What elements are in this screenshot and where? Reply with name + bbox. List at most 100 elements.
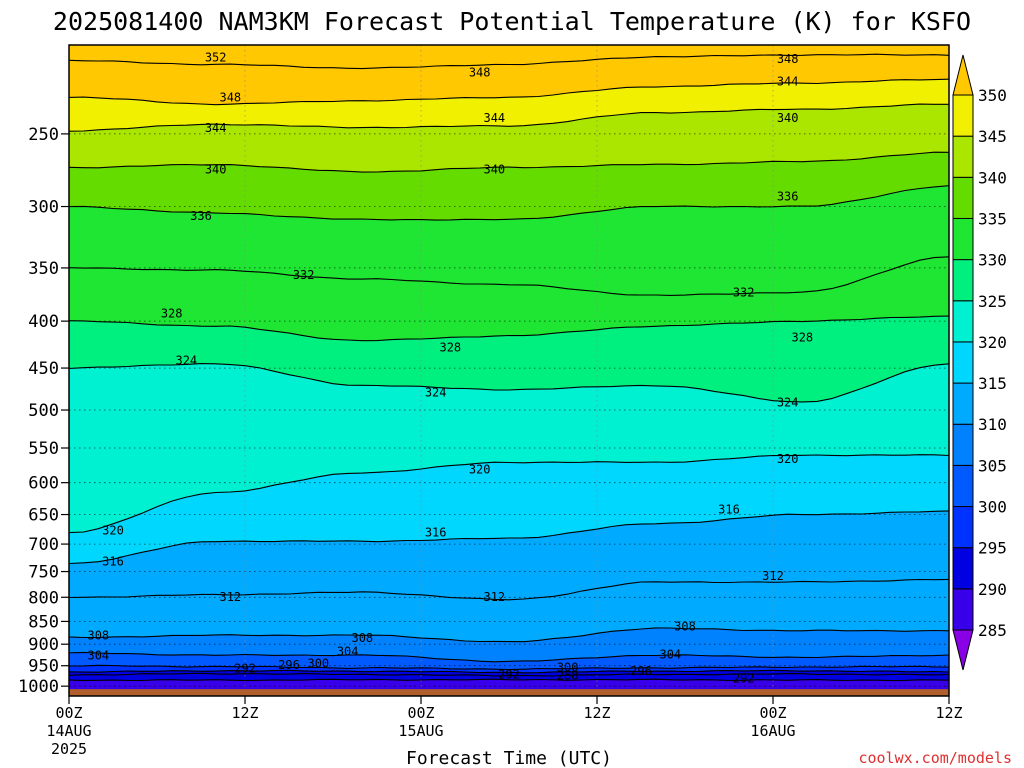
credit-text: coolwx.com/models: [858, 749, 1012, 767]
colorbar-bottom-extension: [952, 629, 974, 671]
contour-label-288: 288: [557, 668, 579, 682]
contour-324: [68, 363, 950, 403]
y-tick-label-750: 750: [28, 563, 59, 583]
contour-label-308: 308: [87, 629, 109, 643]
y-tick-label-950: 950: [28, 657, 59, 677]
contour-label-text: 336: [777, 189, 799, 203]
x-axis-label: Forecast Time (UTC): [406, 748, 612, 768]
contour-label-text: 336: [190, 209, 212, 223]
colorbar-label-305: 305: [978, 456, 1007, 475]
x-tick-year-h0: 2025: [51, 740, 87, 758]
x-tick-label-h60: 12Z: [935, 704, 962, 722]
y-tick-label-500: 500: [28, 401, 59, 421]
contour-label-text: 292: [234, 662, 256, 676]
contour-label-328: 328: [439, 341, 461, 355]
contour-label-328: 328: [791, 330, 813, 344]
contour-288: [68, 678, 950, 682]
contour-label-292: 292: [234, 662, 256, 676]
contour-344: [68, 103, 949, 132]
contour-label-text: 348: [777, 52, 799, 66]
x-tick-label-h36: 12Z: [583, 704, 610, 722]
contour-label-text: 340: [777, 111, 799, 125]
colorbar-label-310: 310: [978, 415, 1007, 434]
contour-label-text: 316: [102, 554, 124, 568]
y-tick-label-300: 300: [28, 198, 59, 218]
y-tick-label-550: 550: [28, 439, 59, 459]
contour-label-300: 300: [557, 660, 579, 674]
contour-label-text: 288: [557, 668, 579, 682]
contour-label-324: 324: [777, 395, 799, 409]
contour-label-324: 324: [425, 386, 447, 400]
contour-label-312: 312: [762, 569, 784, 583]
contour-label-316: 316: [425, 525, 447, 539]
contour-label-336: 336: [777, 189, 799, 203]
colorbar-label-315: 315: [978, 374, 1007, 393]
contour-label-text: 344: [205, 121, 227, 135]
contour-label-312: 312: [483, 590, 505, 604]
colorbar-label-345: 345: [978, 127, 1007, 146]
x-tick-label-h24: 00Z: [407, 704, 434, 722]
y-tick-label-900: 900: [28, 635, 59, 655]
contour-label-text: 292: [733, 672, 755, 686]
plot-fill-bands: [69, 45, 949, 697]
contour-lines: [68, 53, 950, 682]
contour-label-292: 292: [733, 672, 755, 686]
contour-label-304: 304: [337, 644, 359, 658]
contour-label-352: 352: [205, 50, 227, 64]
contour-label-296: 296: [630, 664, 652, 678]
contour-label-340: 340: [205, 162, 227, 176]
contour-label-340: 340: [777, 111, 799, 125]
contour-label-344: 344: [205, 121, 227, 135]
contour-label-text: 320: [777, 452, 799, 466]
colorbar-label-335: 335: [978, 209, 1007, 228]
contour-label-348: 348: [777, 52, 799, 66]
contour-label-340: 340: [483, 162, 505, 176]
contour-292: [68, 672, 950, 677]
contour-label-text: 316: [718, 502, 740, 516]
contour-336: [68, 185, 950, 221]
contour-label-text: 304: [337, 644, 359, 658]
colorbar-segment-300: [952, 464, 974, 508]
contour-352: [68, 53, 950, 70]
contour-label-text: 344: [777, 75, 799, 89]
contour-label-text: 300: [307, 657, 329, 671]
colorbar-label-340: 340: [978, 168, 1007, 187]
contour-label-text: 312: [483, 590, 505, 604]
contour-label-332: 332: [733, 286, 755, 300]
contour-label-text: 296: [278, 658, 300, 672]
plot-frame: [68, 44, 950, 697]
contour-labels: 352 348 348 348 344 344 344 340 340 340 336 336 332 3…: [87, 50, 813, 686]
contour-312: [68, 578, 950, 601]
y-tick-label-350: 350: [28, 259, 59, 279]
contour-label-text: 292: [498, 668, 520, 682]
contour-label-348: 348: [219, 91, 241, 105]
contour-label-300: 300: [307, 657, 329, 671]
contour-340: [68, 151, 950, 173]
chart-title: 2025081400 NAM3KM Forecast Potential Tem…: [53, 7, 971, 36]
colorbar-segment-325: [952, 259, 974, 302]
contour-label-text: 324: [777, 395, 799, 409]
colorbar-segment-340: [952, 135, 974, 178]
contour-348: [68, 78, 950, 106]
contour-332: [68, 256, 950, 296]
colorbar-segment-320: [952, 300, 974, 343]
contour-label-308: 308: [351, 631, 373, 645]
contour-label-text: 328: [791, 330, 813, 344]
x-tick-date-h48: 16AUG: [750, 722, 795, 740]
colorbar-label-350: 350: [978, 86, 1007, 105]
contour-label-text: 300: [557, 660, 579, 674]
contour-label-text: 324: [425, 386, 447, 400]
y-tick-label-700: 700: [28, 535, 59, 555]
colorbar-segment-335: [952, 176, 974, 219]
contour-label-text: 328: [161, 307, 183, 321]
contour-label-320: 320: [102, 524, 124, 538]
x-tick-label-h48: 00Z: [759, 704, 786, 722]
contour-label-text: 320: [102, 524, 124, 538]
contour-label-text: 340: [483, 162, 505, 176]
y-tick-label-1000: 1000: [18, 677, 59, 697]
contour-label-text: 344: [483, 111, 505, 125]
contour-316: [68, 510, 950, 565]
colorbar-label-295: 295: [978, 539, 1007, 558]
contour-label-312: 312: [219, 590, 241, 604]
contour-label-324: 324: [175, 354, 197, 368]
